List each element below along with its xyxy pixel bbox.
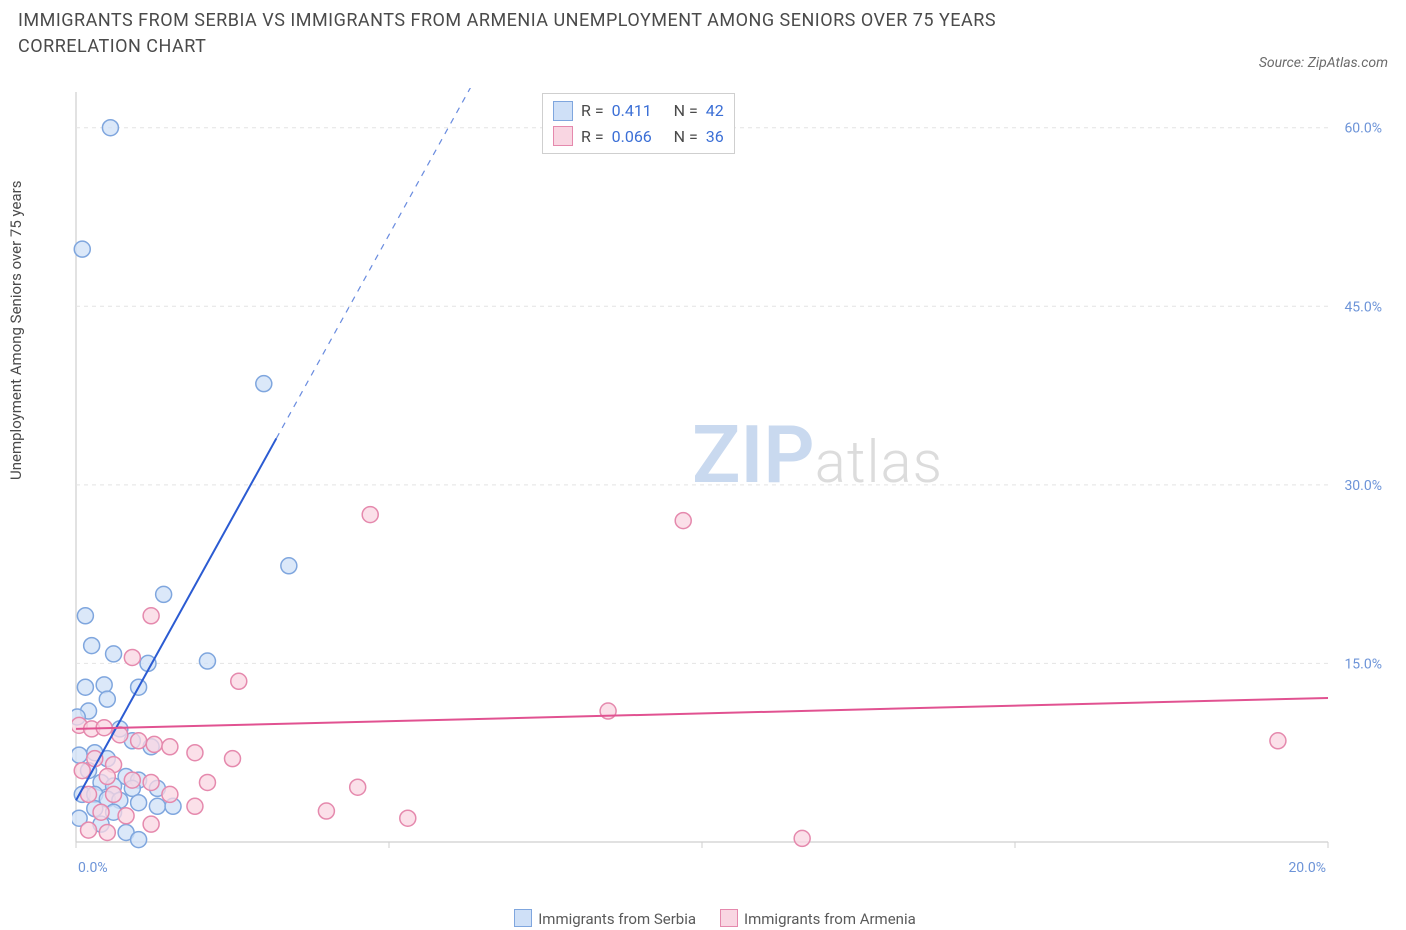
y-tick-label: 60.0% xyxy=(1344,121,1382,137)
stats-row: R = 0.411 N = 42 xyxy=(553,98,724,124)
y-axis-label: Unemployment Among Seniors over 75 years xyxy=(7,181,25,480)
stats-r-label: R = xyxy=(581,124,604,150)
stats-n-value: 42 xyxy=(706,98,724,124)
stats-r-value: 0.066 xyxy=(612,124,666,150)
armenia-point xyxy=(675,513,691,529)
armenia-point xyxy=(124,772,140,788)
chart-title: IMMIGRANTS FROM SERBIA VS IMMIGRANTS FRO… xyxy=(18,8,1118,60)
armenia-point xyxy=(794,830,810,846)
armenia-point xyxy=(131,733,147,749)
serbia-point xyxy=(96,677,112,693)
y-tick-label: 15.0% xyxy=(1344,656,1382,672)
serbia-point xyxy=(156,586,172,602)
armenia-point xyxy=(143,608,159,624)
legend-label: Immigrants from Serbia xyxy=(538,910,696,928)
armenia-point xyxy=(318,803,334,819)
stats-r-label: R = xyxy=(581,98,604,124)
x-tick-label: 0.0% xyxy=(78,860,108,876)
serbia-point xyxy=(106,646,122,662)
stats-n-label: N = xyxy=(674,124,698,150)
armenia-point xyxy=(118,808,134,824)
serbia-point xyxy=(199,653,215,669)
source-attribution: Source: ZipAtlas.com xyxy=(1259,55,1388,71)
armenia-point xyxy=(187,745,203,761)
stats-swatch xyxy=(553,101,573,121)
armenia-point xyxy=(99,769,115,785)
scatter-plot: 15.0%30.0%45.0%60.0%0.0%20.0% ZIPatlas R… xyxy=(72,88,1388,876)
serbia-point xyxy=(281,558,297,574)
armenia-point xyxy=(231,673,247,689)
armenia-point xyxy=(106,786,122,802)
y-tick-label: 45.0% xyxy=(1344,299,1382,315)
stats-swatch xyxy=(553,126,573,146)
legend-swatch xyxy=(720,909,738,927)
armenia-point xyxy=(162,786,178,802)
armenia-point xyxy=(143,816,159,832)
y-tick-label: 30.0% xyxy=(1344,478,1382,494)
armenia-point xyxy=(1270,733,1286,749)
armenia-point xyxy=(74,763,90,779)
armenia-point xyxy=(400,810,416,826)
serbia-point xyxy=(77,679,93,695)
armenia-point xyxy=(99,824,115,840)
armenia-point xyxy=(350,779,366,795)
armenia-point xyxy=(87,751,103,767)
serbia-point xyxy=(72,747,87,763)
armenia-point xyxy=(146,736,162,752)
serbia-point xyxy=(74,241,90,257)
armenia-point xyxy=(162,739,178,755)
armenia-point xyxy=(124,649,140,665)
armenia-point xyxy=(93,804,109,820)
serbia-point xyxy=(77,608,93,624)
armenia-point xyxy=(187,798,203,814)
legend-swatch xyxy=(514,909,532,927)
armenia-point xyxy=(81,822,97,838)
serbia-point xyxy=(102,120,118,136)
serbia-point xyxy=(149,798,165,814)
serbia-point xyxy=(84,638,100,654)
serbia-point xyxy=(256,376,272,392)
serbia-point xyxy=(99,691,115,707)
stats-legend-box: R = 0.411 N = 42 R = 0.066 N = 36 xyxy=(542,93,735,154)
armenia-point xyxy=(199,774,215,790)
armenia-point xyxy=(362,507,378,523)
stats-n-label: N = xyxy=(674,98,698,124)
armenia-point xyxy=(225,751,241,767)
stats-n-value: 36 xyxy=(706,124,724,150)
x-tick-label: 20.0% xyxy=(1288,860,1326,876)
serbia-point xyxy=(131,832,147,848)
legend-label: Immigrants from Armenia xyxy=(744,910,916,928)
stats-r-value: 0.411 xyxy=(612,98,666,124)
bottom-legend: Immigrants from Serbia Immigrants from Ar… xyxy=(0,909,1406,928)
serbia-point xyxy=(131,795,147,811)
stats-row: R = 0.066 N = 36 xyxy=(553,124,724,150)
armenia-point xyxy=(143,774,159,790)
